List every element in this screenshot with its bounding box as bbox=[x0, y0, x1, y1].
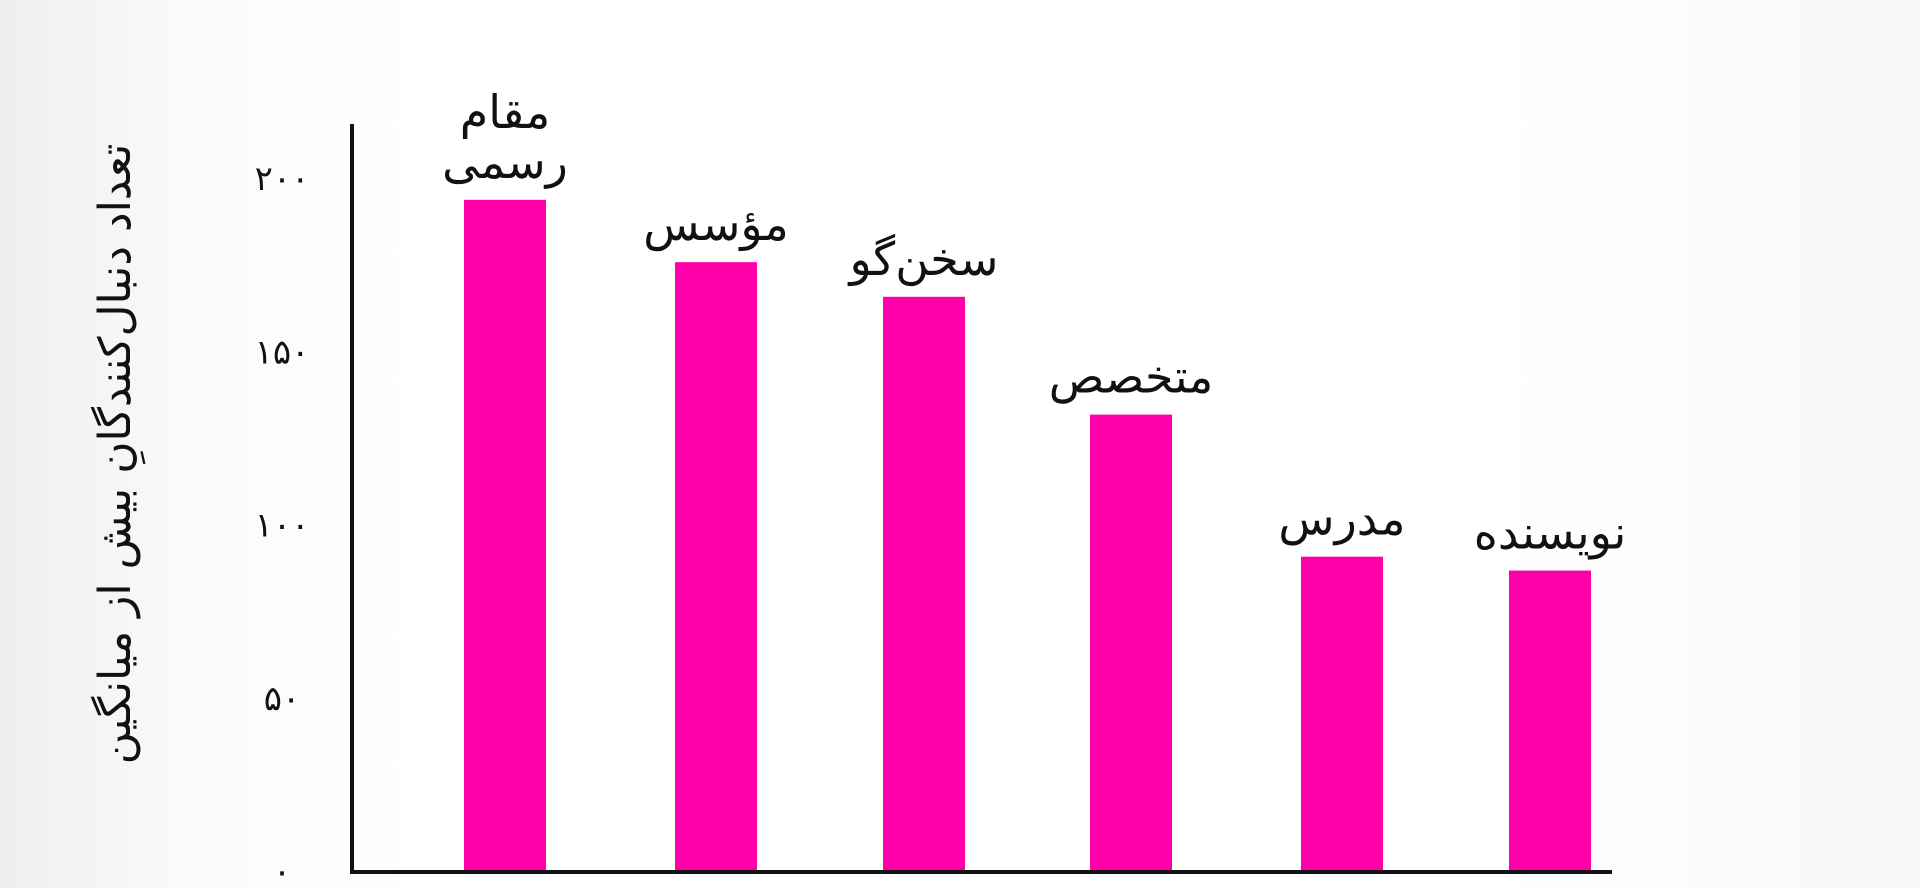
bar-5 bbox=[1301, 556, 1383, 872]
category-label: نویسنده bbox=[1474, 506, 1627, 561]
y-tick-label: ۰ bbox=[273, 852, 291, 888]
category-label: مدرس bbox=[1278, 492, 1405, 546]
category-label-line: مؤسس bbox=[643, 197, 789, 252]
category-label: سخن‌گو bbox=[848, 232, 999, 287]
category-label: مقام رسمی bbox=[442, 85, 568, 189]
y-tick-label: ۲۰۰ bbox=[255, 159, 310, 199]
category-label-line: رسمی bbox=[442, 135, 568, 189]
category-label: مؤسس bbox=[643, 197, 789, 252]
category-label-line: سخن‌گو bbox=[848, 232, 999, 287]
bar-4 bbox=[1090, 414, 1172, 872]
y-axis-title: تعداد دنبال‌کنندگانِ بیش از میانگین bbox=[90, 144, 147, 765]
bar-2 bbox=[675, 262, 757, 872]
y-tick-label: ۱۵۰ bbox=[255, 332, 310, 372]
category-label-line: متخصص bbox=[1049, 350, 1213, 405]
bar-1 bbox=[464, 199, 546, 873]
bar-6 bbox=[1509, 570, 1591, 872]
category-label: متخصص bbox=[1049, 350, 1213, 405]
y-tick-label: ۱۰۰ bbox=[255, 506, 310, 546]
category-label-line: نویسنده bbox=[1474, 506, 1627, 561]
category-label-line: مدرس bbox=[1278, 492, 1405, 546]
category-label-line: مقام bbox=[460, 85, 550, 139]
plot-area: ۰ ۵۰ ۱۰۰ ۱۵۰ ۲۰۰ مقام رسمی مؤسس سخن‌گو متخصص مدرس ن… bbox=[255, 85, 1627, 888]
y-tick-label: ۵۰ bbox=[264, 679, 301, 719]
bar-3 bbox=[883, 296, 965, 872]
